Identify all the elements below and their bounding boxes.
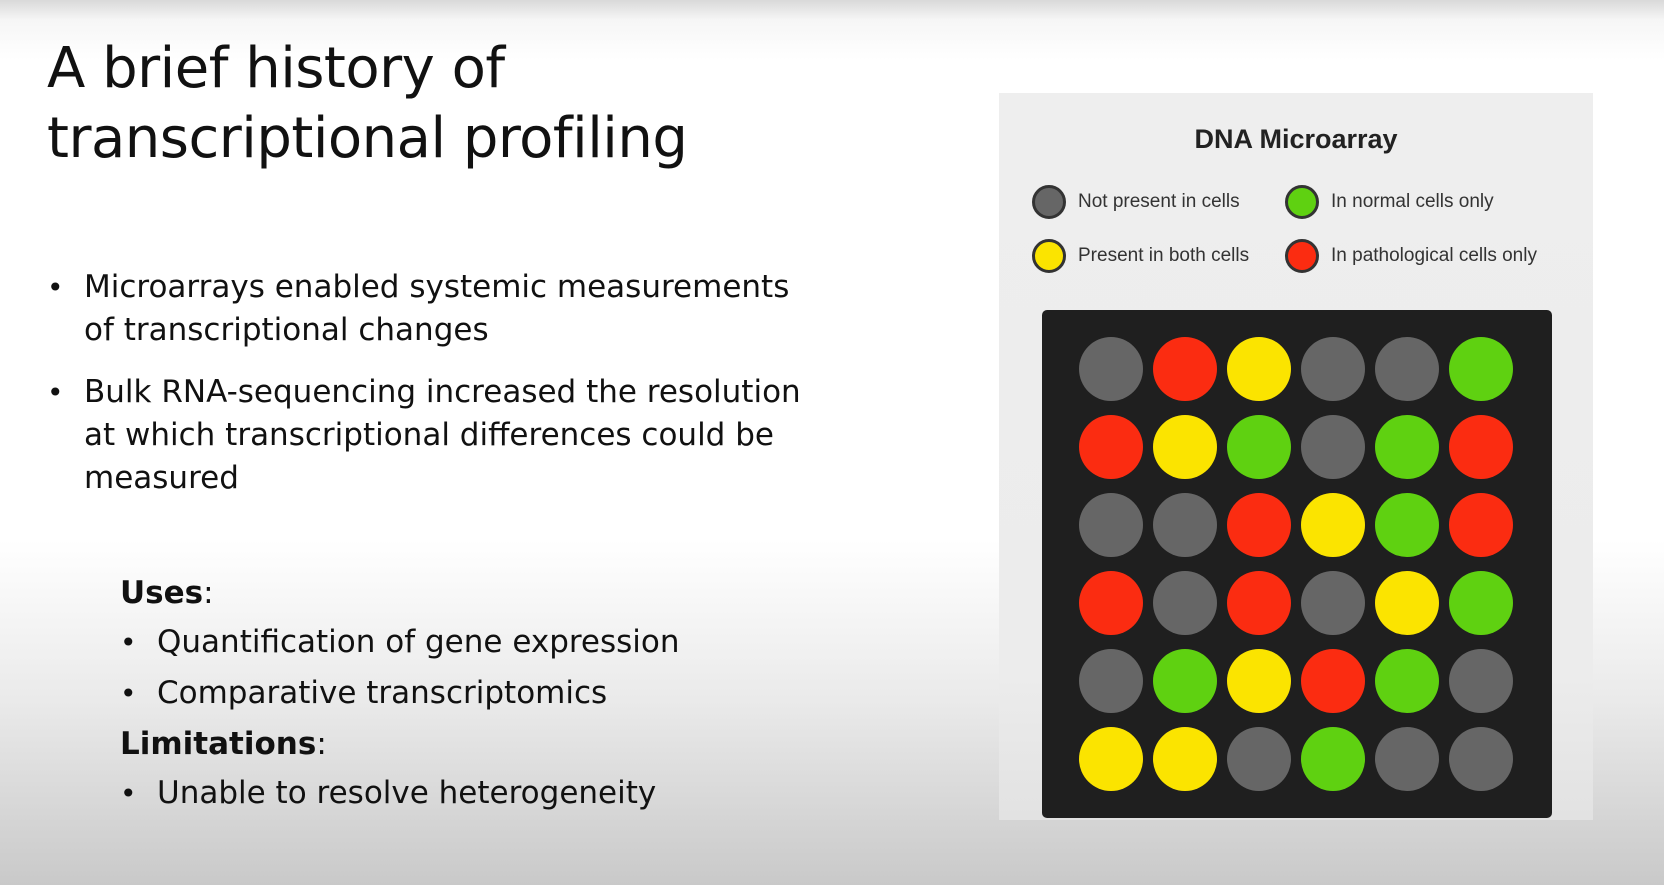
bullet-microarrays: Microarrays enabled systemic measurement… <box>47 266 807 352</box>
uses-item-comparative: Comparative transcriptomics <box>120 672 820 715</box>
microarray-grid <box>1042 310 1552 818</box>
legend-dot-red <box>1285 239 1319 273</box>
slide-title: A brief history of transcriptional profi… <box>47 34 847 174</box>
legend-not-present: Not present in cells <box>1032 185 1240 219</box>
uses-heading: Uses: <box>120 575 214 611</box>
microarray-spot <box>1153 415 1217 479</box>
microarray-spot <box>1301 727 1365 791</box>
microarray-spot <box>1375 415 1439 479</box>
legend-dot-green <box>1285 185 1319 219</box>
microarray-spot <box>1449 415 1513 479</box>
microarray-spot <box>1375 649 1439 713</box>
microarray-spot <box>1449 727 1513 791</box>
microarray-spot <box>1449 337 1513 401</box>
microarray-spot <box>1153 337 1217 401</box>
microarray-spot <box>1375 493 1439 557</box>
microarray-spot <box>1079 649 1143 713</box>
main-bullet-list: Microarrays enabled systemic measurement… <box>47 266 807 519</box>
legend-dot-yellow <box>1032 239 1066 273</box>
legend-normal: In normal cells only <box>1285 185 1494 219</box>
microarray-spot <box>1079 727 1143 791</box>
legend-label: Present in both cells <box>1078 245 1250 266</box>
title-line-2: transcriptional profiling <box>47 106 688 171</box>
legend-both: Present in both cells <box>1032 239 1249 273</box>
microarray-spot <box>1153 493 1217 557</box>
microarray-spot <box>1153 727 1217 791</box>
microarray-spot <box>1301 415 1365 479</box>
microarray-spot <box>1227 337 1291 401</box>
microarray-spot <box>1079 493 1143 557</box>
title-line-1: A brief history of <box>47 36 505 101</box>
microarray-spot <box>1153 649 1217 713</box>
microarray-spot <box>1449 571 1513 635</box>
microarray-spot <box>1227 571 1291 635</box>
microarray-spot <box>1153 571 1217 635</box>
microarray-spot <box>1079 415 1143 479</box>
legend-pathological: In pathological cells only <box>1285 239 1537 273</box>
uses-item-quantification: Quantification of gene expression <box>120 621 820 664</box>
uses-limitations-block: Uses: Quantification of gene expression … <box>120 572 820 823</box>
microarray-spot <box>1301 337 1365 401</box>
microarray-spot <box>1301 493 1365 557</box>
microarray-spot <box>1375 727 1439 791</box>
bullet-bulk-rna-seq: Bulk RNA-sequencing increased the resolu… <box>47 371 807 500</box>
legend-dot-gray <box>1032 185 1066 219</box>
legend-label: In normal cells only <box>1331 191 1494 212</box>
microarray-spot <box>1375 337 1439 401</box>
limitations-heading: Limitations: <box>120 726 327 762</box>
microarray-spot <box>1301 571 1365 635</box>
microarray-spot <box>1079 337 1143 401</box>
legend-label: In pathological cells only <box>1331 245 1537 266</box>
microarray-spot <box>1449 649 1513 713</box>
microarray-spot <box>1301 649 1365 713</box>
microarray-spot <box>1375 571 1439 635</box>
limitations-item-heterogeneity: Unable to resolve heterogeneity <box>120 772 820 815</box>
microarray-spot <box>1449 493 1513 557</box>
dna-microarray-figure: DNA Microarray Not present in cells In n… <box>999 93 1593 820</box>
microarray-spot <box>1227 415 1291 479</box>
microarray-spot <box>1079 571 1143 635</box>
figure-title: DNA Microarray <box>1194 124 1398 154</box>
microarray-spot <box>1227 727 1291 791</box>
microarray-spot <box>1227 493 1291 557</box>
microarray-spot <box>1227 649 1291 713</box>
legend-label: Not present in cells <box>1078 191 1240 212</box>
microarray-cells <box>1079 337 1522 791</box>
